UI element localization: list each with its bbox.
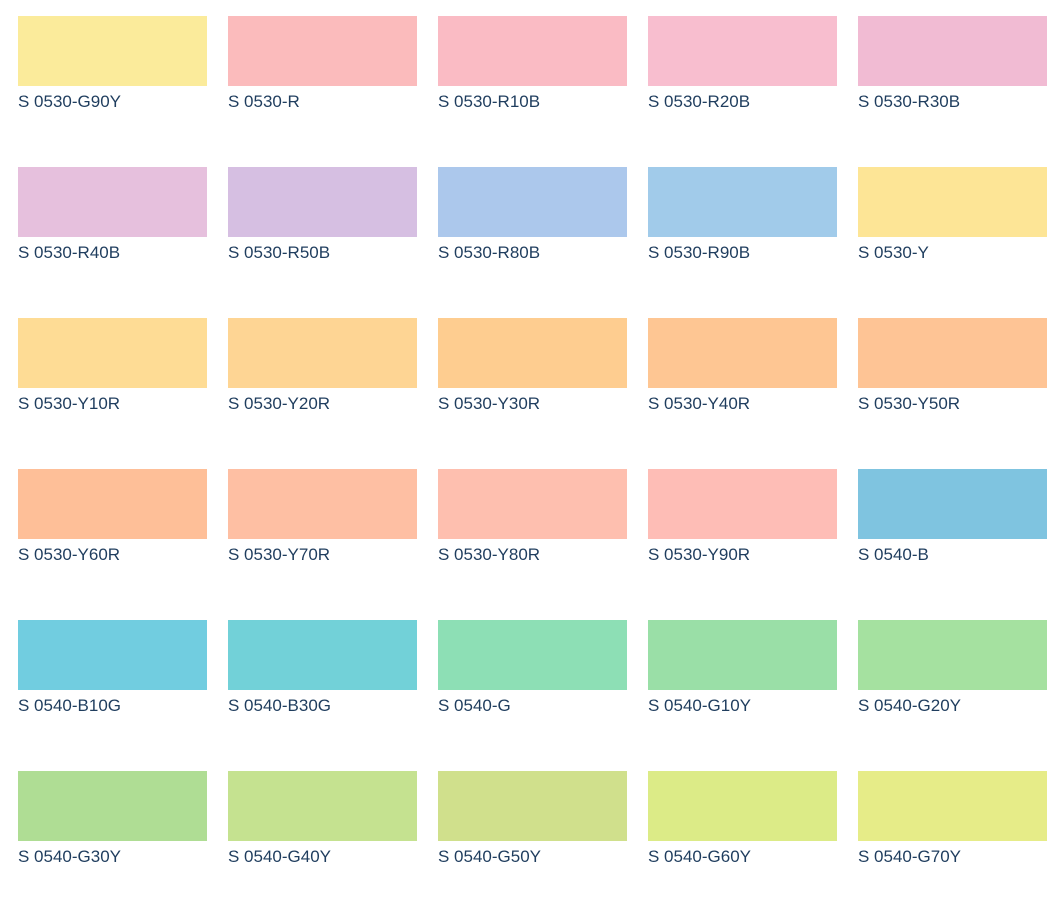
swatch-label: S 0540-G20Y <box>858 696 962 715</box>
color-chip[interactable] <box>18 318 207 388</box>
swatch-item[interactable]: S 0540-G40Y <box>228 771 417 922</box>
swatch-item[interactable]: S 0530-R20B <box>648 16 837 167</box>
swatch-item[interactable]: S 0530-Y70R <box>228 469 417 620</box>
swatch-label: S 0540-G40Y <box>228 847 332 866</box>
color-chip[interactable] <box>648 16 837 86</box>
swatch-item[interactable]: S 0530-R10B <box>438 16 627 167</box>
swatch-label: S 0530-R50B <box>228 243 331 262</box>
color-chip[interactable] <box>18 469 207 539</box>
color-chip[interactable] <box>228 318 417 388</box>
swatch-label: S 0540-G10Y <box>648 696 752 715</box>
color-chip[interactable] <box>18 771 207 841</box>
swatch-label: S 0530-Y30R <box>438 394 541 413</box>
swatch-item[interactable]: S 0530-R40B <box>18 167 207 318</box>
swatch-label: S 0530-Y40R <box>648 394 751 413</box>
color-chip[interactable] <box>648 620 837 690</box>
color-chip[interactable] <box>228 620 417 690</box>
swatch-item[interactable]: S 0540-B30G <box>228 620 417 771</box>
swatch-label: S 0530-R40B <box>18 243 121 262</box>
swatch-item[interactable]: S 0530-Y30R <box>438 318 627 469</box>
swatch-label: S 0540-G70Y <box>858 847 962 866</box>
swatch-label: S 0530-R80B <box>438 243 541 262</box>
color-chip[interactable] <box>858 16 1047 86</box>
color-chip[interactable] <box>228 771 417 841</box>
swatch-label: S 0530-R <box>228 92 300 111</box>
swatch-label: S 0530-Y20R <box>228 394 331 413</box>
color-chip[interactable] <box>18 16 207 86</box>
swatch-item[interactable]: S 0530-Y40R <box>648 318 837 469</box>
swatch-label: S 0540-G60Y <box>648 847 752 866</box>
color-chip[interactable] <box>438 771 627 841</box>
swatch-item[interactable]: S 0540-G10Y <box>648 620 837 771</box>
swatch-item[interactable]: S 0530-Y20R <box>228 318 417 469</box>
swatch-item[interactable]: S 0540-G30Y <box>18 771 207 922</box>
color-chip[interactable] <box>438 620 627 690</box>
swatch-item[interactable]: S 0530-Y80R <box>438 469 627 620</box>
swatch-label: S 0540-B10G <box>18 696 122 715</box>
color-chip[interactable] <box>858 620 1047 690</box>
swatch-label: S 0540-G50Y <box>438 847 542 866</box>
color-chip[interactable] <box>858 469 1047 539</box>
swatch-item[interactable]: S 0540-G50Y <box>438 771 627 922</box>
color-chip[interactable] <box>648 469 837 539</box>
swatch-item[interactable]: S 0530-R30B <box>858 16 1047 167</box>
color-chip[interactable] <box>648 167 837 237</box>
swatch-item[interactable]: S 0540-B10G <box>18 620 207 771</box>
swatch-label: S 0540-B <box>858 545 929 564</box>
swatch-item[interactable]: S 0530-R <box>228 16 417 167</box>
swatch-label: S 0530-R90B <box>648 243 751 262</box>
swatch-label: S 0530-Y <box>858 243 929 262</box>
swatch-item[interactable]: S 0530-Y90R <box>648 469 837 620</box>
swatch-label: S 0530-Y70R <box>228 545 331 564</box>
swatch-item[interactable]: S 0530-Y10R <box>18 318 207 469</box>
swatch-label: S 0530-Y10R <box>18 394 121 413</box>
color-chip[interactable] <box>18 167 207 237</box>
color-chip[interactable] <box>228 469 417 539</box>
swatch-item[interactable]: S 0540-B <box>858 469 1047 620</box>
swatch-item[interactable]: S 0540-G <box>438 620 627 771</box>
swatch-label: S 0540-B30G <box>228 696 332 715</box>
swatch-item[interactable]: S 0530-G90Y <box>18 16 207 167</box>
swatch-label: S 0530-Y90R <box>648 545 751 564</box>
color-chip[interactable] <box>228 16 417 86</box>
color-chip[interactable] <box>438 16 627 86</box>
swatch-item[interactable]: S 0530-Y60R <box>18 469 207 620</box>
color-chip[interactable] <box>438 469 627 539</box>
color-chip[interactable] <box>648 771 837 841</box>
swatch-label: S 0530-R20B <box>648 92 751 111</box>
color-chip[interactable] <box>438 318 627 388</box>
swatch-label: S 0530-Y50R <box>858 394 961 413</box>
swatch-label: S 0540-G <box>438 696 511 715</box>
color-chip[interactable] <box>858 167 1047 237</box>
swatch-item[interactable]: S 0530-R90B <box>648 167 837 318</box>
color-chip[interactable] <box>858 771 1047 841</box>
swatch-item[interactable]: S 0540-G70Y <box>858 771 1047 922</box>
swatch-label: S 0530-Y60R <box>18 545 121 564</box>
swatch-item[interactable]: S 0530-R50B <box>228 167 417 318</box>
swatch-label: S 0530-G90Y <box>18 92 122 111</box>
color-swatch-grid: S 0530-G90Y S 0530-R S 0530-R10B S 0530-… <box>18 16 1047 922</box>
swatch-label: S 0530-R30B <box>858 92 961 111</box>
swatch-label: S 0530-R10B <box>438 92 541 111</box>
color-chip[interactable] <box>228 167 417 237</box>
swatch-item[interactable]: S 0530-R80B <box>438 167 627 318</box>
swatch-item[interactable]: S 0530-Y <box>858 167 1047 318</box>
color-chip[interactable] <box>438 167 627 237</box>
color-chip[interactable] <box>858 318 1047 388</box>
swatch-label: S 0540-G30Y <box>18 847 122 866</box>
color-chip[interactable] <box>648 318 837 388</box>
swatch-label: S 0530-Y80R <box>438 545 541 564</box>
swatch-item[interactable]: S 0530-Y50R <box>858 318 1047 469</box>
color-chip[interactable] <box>18 620 207 690</box>
swatch-item[interactable]: S 0540-G60Y <box>648 771 837 922</box>
swatch-item[interactable]: S 0540-G20Y <box>858 620 1047 771</box>
